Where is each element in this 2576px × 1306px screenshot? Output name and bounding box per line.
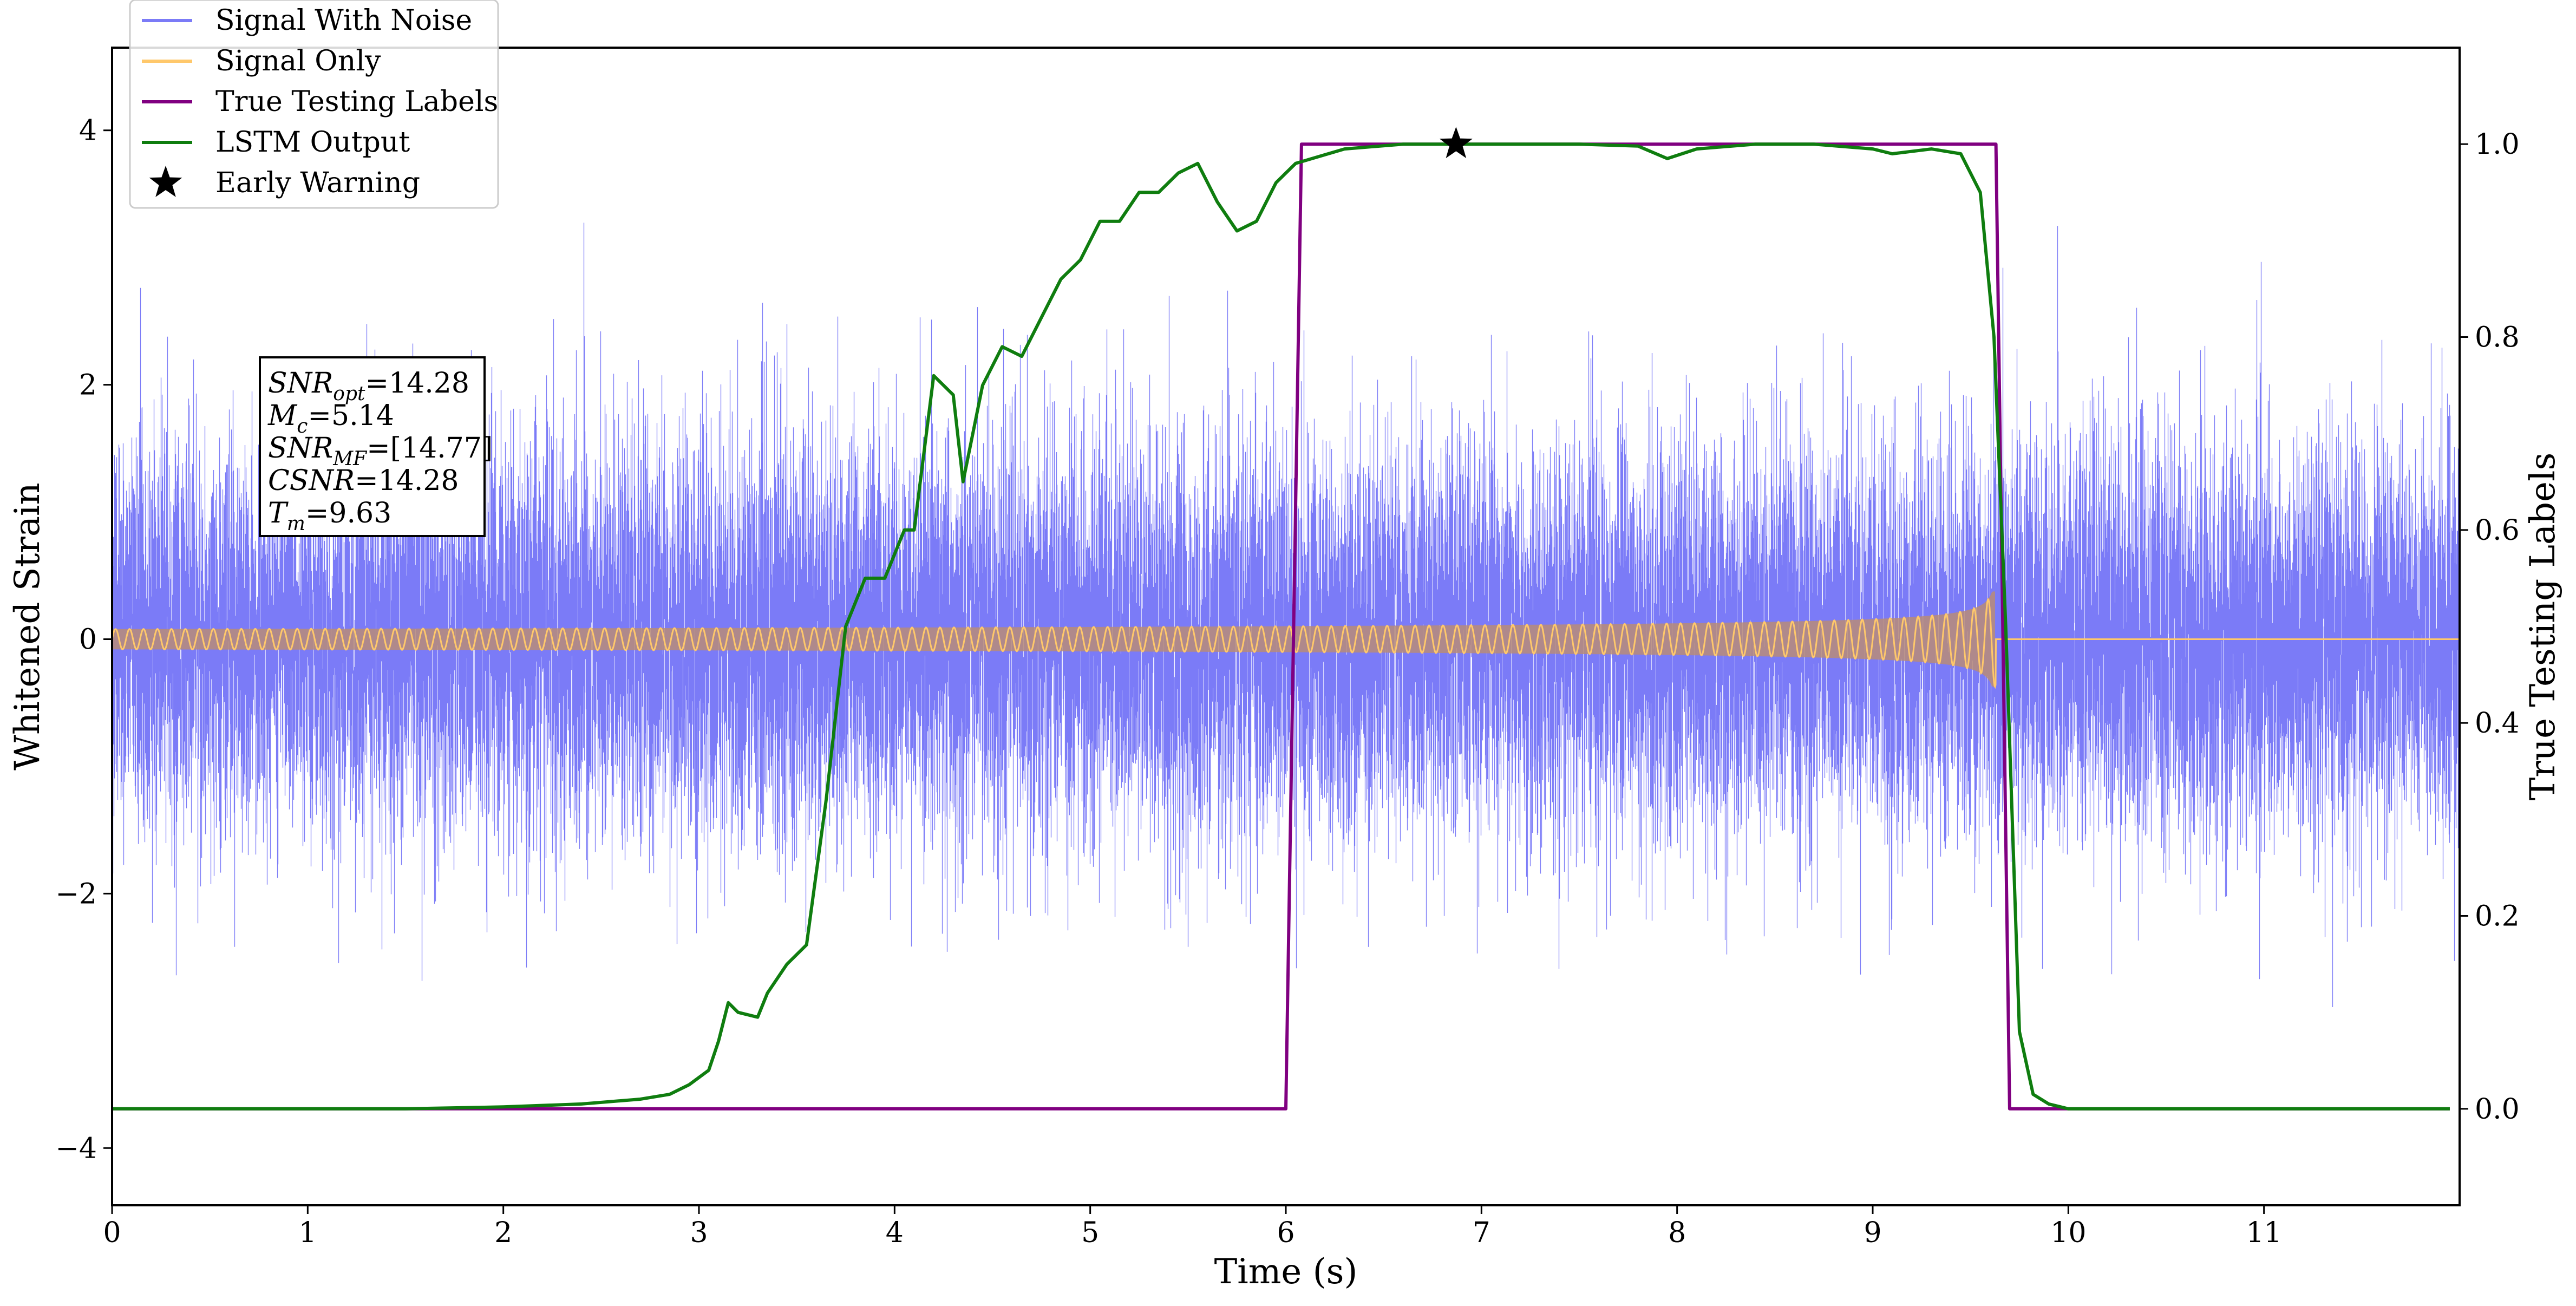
x-tick-label: 3 bbox=[690, 1217, 708, 1249]
info-text: SNRopt=14.28 Mc=5.14 SNRMF=[14.77] CSNR=14.… bbox=[267, 367, 493, 535]
legend-label-signal-with-noise: Signal With Noise bbox=[215, 4, 472, 37]
info-box: SNRopt=14.28 Mc=5.14 SNRMF=[14.77] CSNR=14.… bbox=[259, 356, 493, 537]
y2-tick-label: 0.4 bbox=[2475, 707, 2520, 740]
y-axis-label: Whitened Strain bbox=[8, 482, 48, 770]
x-tick-label: 6 bbox=[1277, 1217, 1294, 1249]
legend-label-lstm-output: LSTM Output bbox=[215, 126, 410, 159]
x-tick-label: 8 bbox=[1668, 1217, 1686, 1249]
info-symbol: T bbox=[268, 497, 289, 530]
y2-axis: 0.0 0.2 0.4 0.6 0.8 1.0 bbox=[2460, 128, 2520, 1126]
legend-label-signal-only: Signal Only bbox=[215, 45, 381, 77]
info-value: =9.63 bbox=[305, 497, 391, 530]
y2-tick-label: 0.0 bbox=[2475, 1093, 2520, 1126]
x-tick-label: 5 bbox=[1081, 1217, 1099, 1249]
y2-tick-label: 0.8 bbox=[2475, 322, 2520, 354]
info-symbol: SNR bbox=[268, 367, 333, 400]
y-tick-label: 0 bbox=[79, 623, 97, 656]
info-value: =[14.77] bbox=[367, 432, 493, 465]
y-tick-label: −4 bbox=[55, 1132, 97, 1165]
y2-axis-label: True Testing Labels bbox=[2523, 453, 2563, 801]
y-tick-label: 4 bbox=[79, 115, 97, 147]
legend-frame bbox=[129, 0, 499, 209]
info-value: =14.28 bbox=[365, 367, 469, 400]
x-axis-label: Time (s) bbox=[1214, 1252, 1358, 1292]
y2-tick-label: 0.2 bbox=[2475, 900, 2520, 933]
x-tick-label: 0 bbox=[103, 1217, 121, 1249]
x-tick-label: 7 bbox=[1473, 1217, 1490, 1249]
series-lstm-output bbox=[112, 142, 2450, 1111]
info-subscript: MF bbox=[332, 448, 368, 470]
info-value: =5.14 bbox=[308, 400, 394, 432]
info-symbol: CSNR bbox=[268, 465, 355, 497]
y-tick-label: 2 bbox=[79, 369, 97, 402]
info-value: =14.28 bbox=[355, 465, 459, 497]
legend-items: Signal With Noise Signal Only True Testing… bbox=[142, 4, 498, 199]
y2-tick-label: 0.6 bbox=[2475, 514, 2520, 547]
y-axis: −4 −2 0 2 4 bbox=[55, 115, 112, 1165]
info-subscript: opt bbox=[333, 383, 365, 405]
legend-label-true-testing-labels: True Testing Labels bbox=[215, 86, 498, 118]
early-warning-marker bbox=[1439, 127, 1473, 159]
y2-tick-label: 1.0 bbox=[2475, 128, 2520, 161]
info-subscript: m bbox=[287, 513, 305, 535]
x-tick-label: 2 bbox=[494, 1217, 512, 1249]
legend: Signal With Noise Signal Only True Testing… bbox=[129, 0, 499, 209]
series-signal-only-envelope bbox=[112, 591, 1995, 687]
x-tick-label: 9 bbox=[1864, 1217, 1881, 1249]
x-tick-label: 10 bbox=[2050, 1217, 2086, 1249]
info-symbol: SNR bbox=[268, 432, 333, 465]
x-tick-label: 1 bbox=[299, 1217, 317, 1249]
series-layer bbox=[112, 142, 2460, 1111]
legend-marker-early-warning bbox=[149, 166, 182, 197]
x-tick-label: 11 bbox=[2246, 1217, 2282, 1249]
y-tick-label: −2 bbox=[55, 878, 97, 910]
info-subscript: c bbox=[297, 415, 308, 437]
x-tick-label: 4 bbox=[886, 1217, 904, 1249]
info-symbol: M bbox=[267, 400, 298, 432]
legend-label-early-warning: Early Warning bbox=[215, 167, 420, 199]
series-signal-only bbox=[112, 597, 2460, 689]
info-box-frame bbox=[259, 356, 486, 537]
x-axis: 0 1 2 3 4 5 6 7 8 9 10 11 bbox=[103, 1205, 2282, 1249]
